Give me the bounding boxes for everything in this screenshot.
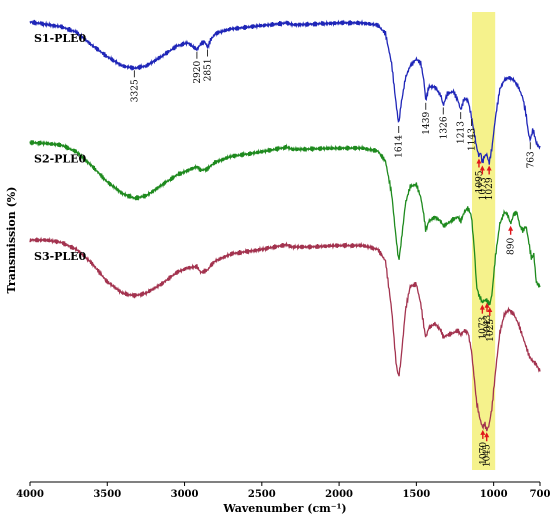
series-line-1 (29, 19, 541, 165)
x-tick-label: 4000 (16, 489, 44, 500)
peak-label: 2851 (204, 58, 214, 81)
peak-arrow-head (486, 165, 492, 171)
x-tick-label: 2000 (325, 489, 353, 500)
highlight-band (472, 12, 496, 470)
x-axis-ticks: 4000 3500 3000 2500 2000 1500 1000 700 (16, 482, 550, 500)
peak-label: 1070 (479, 442, 489, 465)
peak-annotation: 1095 (475, 158, 485, 193)
peak-label: 1614 (395, 135, 405, 158)
peak-label: 1326 (439, 116, 449, 139)
peak-annotation: 2920 (193, 51, 203, 84)
peak-label: 763 (526, 151, 536, 168)
peak-label: 890 (507, 237, 517, 254)
peak-arrow-head (479, 165, 485, 171)
peak-label: 1043 (483, 315, 493, 338)
series-line-3 (29, 236, 541, 432)
peak-annotation: 1025 (486, 306, 496, 342)
x-tick-label: 1000 (480, 489, 508, 500)
peak-annotation: 890 (507, 225, 517, 255)
series-layer (29, 19, 541, 432)
peak-annotation: 1043 (483, 302, 493, 338)
peak-label: 3325 (130, 79, 140, 102)
peak-annotation: 1143 (468, 119, 478, 151)
peak-label: 1213 (457, 121, 467, 144)
x-tick-label: 2500 (248, 489, 276, 500)
peak-arrow-head (484, 432, 490, 438)
peak-arrow-head (508, 225, 514, 231)
series-label-s2: S2-PLE0 (34, 153, 87, 166)
peak-arrow-head (480, 429, 486, 435)
peak-label: 1439 (422, 112, 432, 135)
peak-arrow-head (476, 158, 482, 164)
peak-label: 1025 (486, 319, 496, 342)
peak-annotation: 2851 (204, 49, 214, 81)
peak-arrow-head (479, 304, 485, 310)
peak-annotation: 1045 (483, 432, 493, 467)
peak-label: 1095 (475, 170, 485, 193)
peak-annotation: 1029 (485, 165, 495, 200)
x-tick-label: 3500 (93, 489, 121, 500)
peak-annotation: 1326 (439, 107, 449, 139)
peak-label: 1073 (478, 316, 488, 339)
peak-arrow-head (484, 302, 490, 308)
peak-annotation: 1070 (479, 429, 489, 465)
peak-annotation: 763 (526, 142, 536, 168)
peak-label: 1143 (468, 128, 478, 151)
peak-arrow-head (487, 306, 493, 312)
peak-annotation: 3325 (130, 70, 140, 102)
peak-annotation: 1614 (395, 126, 405, 158)
peak-label: 1073 (478, 177, 488, 200)
peak-label: 1029 (485, 177, 495, 200)
peak-annotation: 1439 (422, 102, 432, 135)
x-tick-label: 3000 (171, 489, 199, 500)
series-line-2 (29, 139, 541, 306)
x-tick-label: 700 (530, 489, 550, 500)
peak-annotation: 1073 (478, 304, 488, 340)
series-label-s1: S1-PLE0 (34, 32, 87, 45)
peak-annotation: 1213 (457, 112, 467, 144)
x-axis-title: Wavenumber (cm⁻¹) (222, 502, 346, 515)
x-tick-label: 1500 (402, 489, 430, 500)
y-axis-title: Transmission (%) (5, 187, 18, 294)
peak-label: 1045 (483, 444, 493, 467)
peak-annotation: 1073 (478, 165, 488, 200)
series-label-s3: S3-PLE0 (34, 250, 87, 263)
peak-label: 2920 (193, 60, 203, 83)
